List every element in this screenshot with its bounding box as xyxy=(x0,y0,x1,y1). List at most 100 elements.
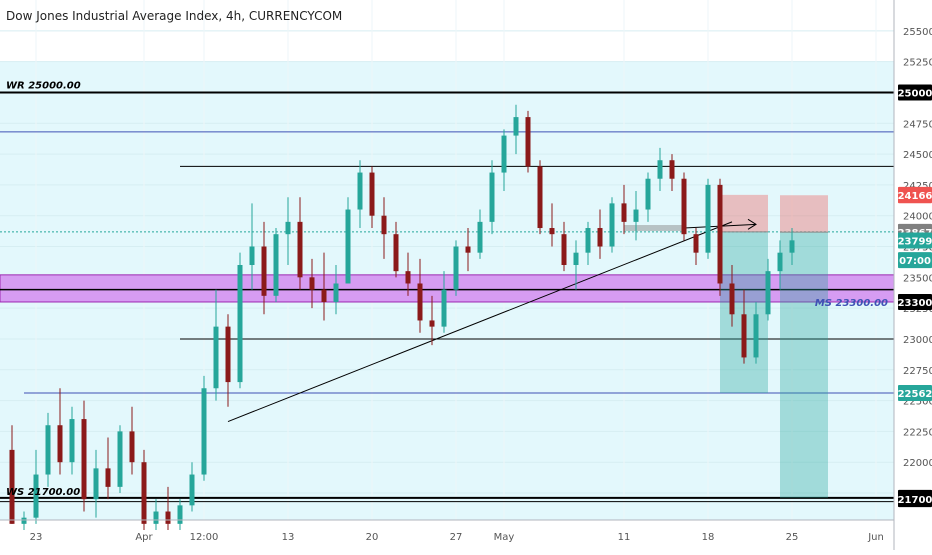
y-tick-label: 22500 xyxy=(903,397,932,408)
candle-body xyxy=(573,252,579,265)
candle-body xyxy=(477,221,483,253)
price-tag-label: 25000 xyxy=(898,88,932,99)
projection-bar xyxy=(624,225,684,232)
chart-title: Dow Jones Industrial Average Index, 4h, … xyxy=(6,9,342,23)
candle-body xyxy=(429,320,435,327)
trend-line xyxy=(227,221,733,422)
candle-body xyxy=(729,283,735,315)
candle-body xyxy=(237,265,243,383)
y-tick-label: 25500 xyxy=(903,27,932,38)
price-tag xyxy=(898,84,932,101)
candle-body xyxy=(693,234,699,253)
candle-body xyxy=(717,184,723,284)
price-tag xyxy=(898,384,932,401)
candle-body xyxy=(345,209,351,284)
y-tick-label: 23000 xyxy=(903,335,932,346)
candle-body xyxy=(537,166,543,229)
candle-body xyxy=(369,172,375,216)
y-tick-label: 22000 xyxy=(903,458,932,469)
y-tick-label: 25250 xyxy=(903,58,932,69)
candle-body xyxy=(405,271,411,284)
candle-body xyxy=(393,234,399,272)
y-tick-label: 23500 xyxy=(903,273,932,284)
candle-body xyxy=(741,314,747,358)
price-tag xyxy=(898,232,932,249)
candle-body xyxy=(129,431,135,463)
candle-body xyxy=(597,228,603,247)
x-tick-label: 13 xyxy=(282,532,295,543)
price-tag xyxy=(898,293,932,310)
candle-body xyxy=(753,314,759,358)
candle-body xyxy=(417,283,423,321)
y-tick-label: 22250 xyxy=(903,427,932,438)
x-tick-label: Apr xyxy=(135,532,153,543)
candle-body xyxy=(57,425,63,463)
x-tick-label: 27 xyxy=(450,532,463,543)
candle-body xyxy=(249,246,255,265)
candle-body xyxy=(465,246,471,253)
x-tick-label: Jun xyxy=(867,532,884,543)
x-tick-label: 11 xyxy=(618,532,631,543)
price-tag xyxy=(898,252,932,269)
candle-body xyxy=(45,425,51,475)
candle-body xyxy=(669,160,675,179)
candle-body xyxy=(93,468,99,500)
y-tick-label: 24000 xyxy=(903,212,932,223)
price-tag-label: 22562 xyxy=(898,389,932,400)
x-tick-label: May xyxy=(494,532,515,543)
y-tick-label: 22750 xyxy=(903,366,932,377)
candle-body xyxy=(141,462,147,524)
candle-body xyxy=(621,203,627,222)
candle-body xyxy=(501,135,507,173)
x-tick-label: 20 xyxy=(366,532,379,543)
candle-body xyxy=(117,431,123,487)
candle-body xyxy=(381,215,387,235)
price-tag-label: 23300 xyxy=(898,298,932,309)
candle-body xyxy=(633,209,639,222)
candle-body xyxy=(153,511,159,524)
candle-body xyxy=(489,172,495,222)
candle-body xyxy=(789,240,795,253)
candle-body xyxy=(33,474,39,518)
candle-body xyxy=(69,419,75,463)
candle-body xyxy=(357,172,363,210)
candle-body xyxy=(645,178,651,210)
candle-body xyxy=(441,289,447,327)
candle-body xyxy=(681,178,687,235)
candle-body xyxy=(189,474,195,506)
y-tick-label: 24500 xyxy=(903,150,932,161)
candle-body xyxy=(777,252,783,272)
candle-body xyxy=(561,234,567,265)
candle-body xyxy=(333,283,339,302)
candle-body xyxy=(225,326,231,383)
candle-body xyxy=(261,246,267,296)
candle-body xyxy=(705,184,711,253)
price-tag-label: 07:00 xyxy=(899,256,931,267)
candle-body xyxy=(525,117,531,167)
candle-body xyxy=(297,221,303,278)
price-tag-label: 24166 xyxy=(898,191,932,202)
price-tag-label: 23799 xyxy=(898,236,932,247)
candle-body xyxy=(321,289,327,302)
candle-body xyxy=(309,277,315,290)
stop-zone xyxy=(780,195,828,233)
ms-zone xyxy=(0,274,895,303)
target-zone xyxy=(780,232,828,498)
candle-body xyxy=(105,468,111,487)
candle-body xyxy=(165,511,171,524)
price-tag xyxy=(898,491,932,508)
x-tick-label: 23 xyxy=(30,532,43,543)
candle-body xyxy=(765,271,771,315)
candle-body xyxy=(609,203,615,247)
candle-body xyxy=(9,449,15,524)
price-tag-label: 21700 xyxy=(898,495,932,506)
candle-body xyxy=(657,160,663,179)
candle-body xyxy=(213,326,219,389)
candle-body xyxy=(81,419,87,500)
level-label: WR 25000.00 xyxy=(6,80,81,91)
candle-body xyxy=(585,228,591,253)
x-tick-label: 18 xyxy=(702,532,715,543)
y-tick-label: 24750 xyxy=(903,119,932,130)
